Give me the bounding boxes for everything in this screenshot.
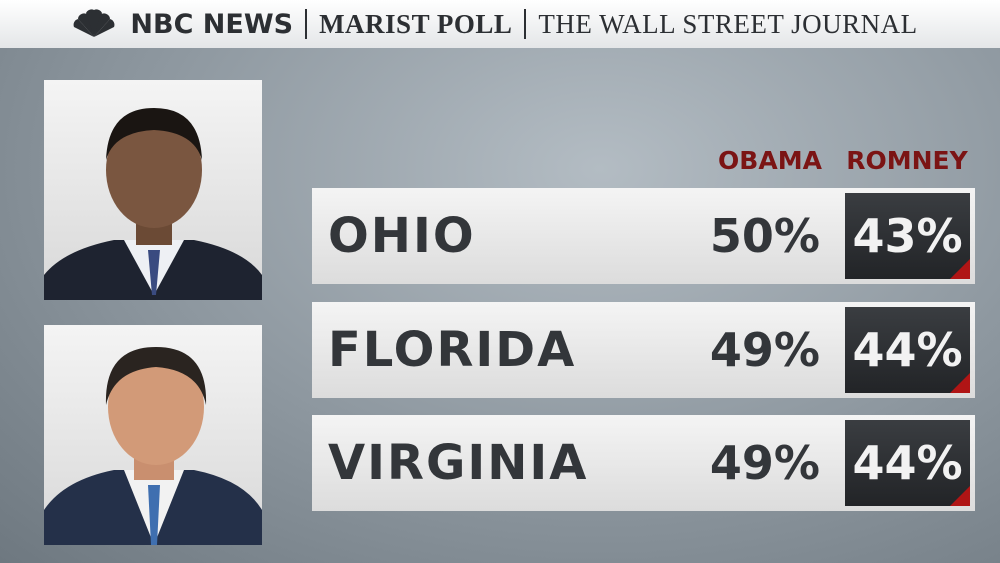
corner-accent [950,259,970,279]
romney-share: 44% [852,323,963,377]
romney-box: 44% [845,420,970,506]
peacock-logo [73,9,115,37]
obama-share: 50% [709,209,820,263]
candidate-photo [44,325,262,545]
separator [524,9,527,39]
romney-box: 43% [845,193,970,279]
poll-row: FLORIDA 49% 44% [312,302,975,398]
poll-row: OHIO 50% 43% [312,188,975,284]
romney-box: 44% [845,307,970,393]
state-name: VIRGINIA [328,435,589,491]
state-name: OHIO [328,208,476,264]
obama-share: 49% [709,323,820,377]
source: THE WALL STREET JOURNAL [538,8,918,39]
portrait [44,108,262,300]
obama-share: 49% [709,436,820,490]
poll-row: VIRGINIA 49% 44% [312,415,975,511]
portrait [44,347,262,545]
column-header: OBAMA [718,146,822,175]
romney-share: 44% [852,436,963,490]
state-name: FLORIDA [328,322,577,378]
source: NBC NEWS [130,8,294,40]
romney-share: 43% [852,209,963,263]
corner-accent [950,373,970,393]
candidate-photo [44,80,262,300]
column-header: ROMNEY [846,146,968,175]
corner-accent [950,486,970,506]
source-bar: NBC NEWS MARIST POLL THE WALL STREET JOU… [0,0,1000,48]
separator [305,9,308,39]
source: MARIST POLL [319,8,513,39]
